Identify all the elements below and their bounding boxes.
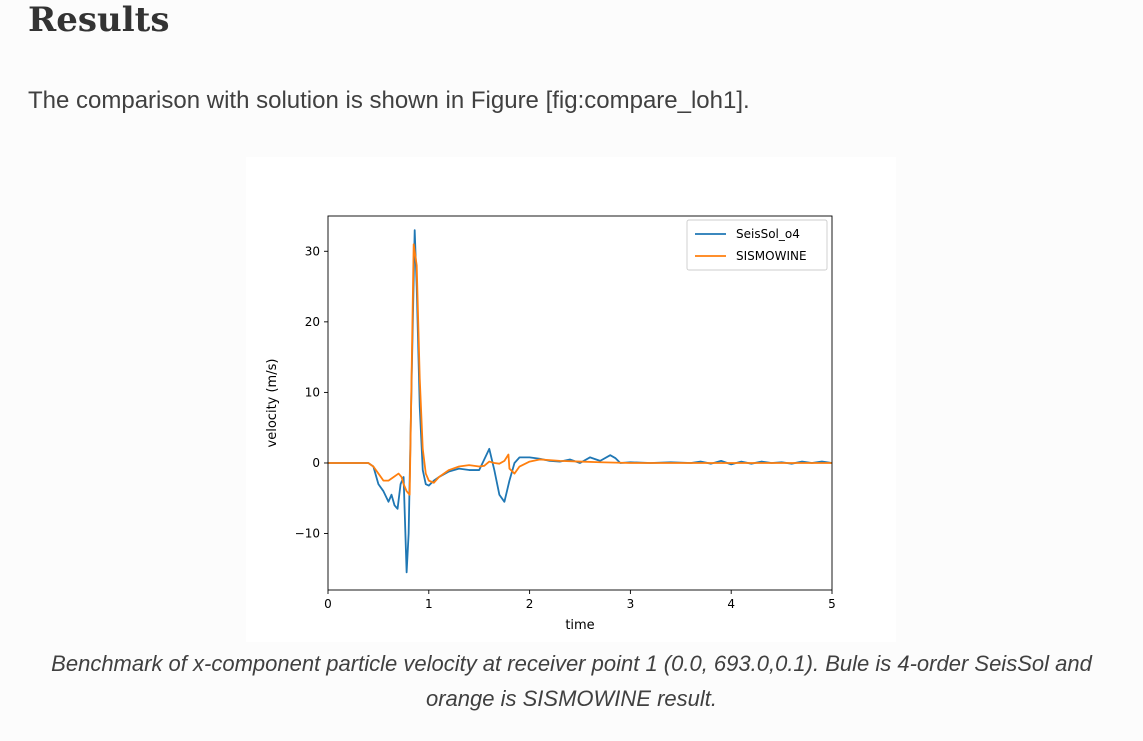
x-tick-label: 0 [324,597,332,611]
x-tick-label: 1 [425,597,433,611]
x-tick-label: 3 [627,597,635,611]
legend: SeisSol_o4 SISMOWINE [686,219,828,271]
figure-caption: Benchmark of x-component particle veloci… [51,651,1092,711]
section-title: Results [28,0,170,40]
legend-label-seissol: SeisSol_o4 [736,227,800,241]
intro-paragraph: The comparison with solution is shown in… [28,87,750,114]
series-line-1 [328,243,832,496]
legend-frame [686,219,828,271]
figure: 0 1 2 3 4 5 −10 0 10 20 30 time velocity (m/s) Se… [246,157,896,642]
y-tick-label: 30 [305,244,320,258]
x-tick-label: 5 [828,597,836,611]
y-tick-label: −10 [295,527,320,541]
y-tick-label: 0 [312,456,320,470]
legend-label-sismowine: SISMOWINE [736,249,807,263]
x-tick-label: 4 [727,597,735,611]
y-axis-label: velocity (m/s) [265,359,280,448]
plot-frame [327,215,833,591]
y-tick-label: 10 [305,385,320,399]
series-line-0 [328,229,832,574]
velocity-chart: 0 1 2 3 4 5 −10 0 10 20 30 time velocity (m/s) Se… [265,215,836,633]
x-tick-label: 2 [526,597,534,611]
y-tick-label: 20 [305,315,320,329]
x-axis-label: time [565,618,594,633]
